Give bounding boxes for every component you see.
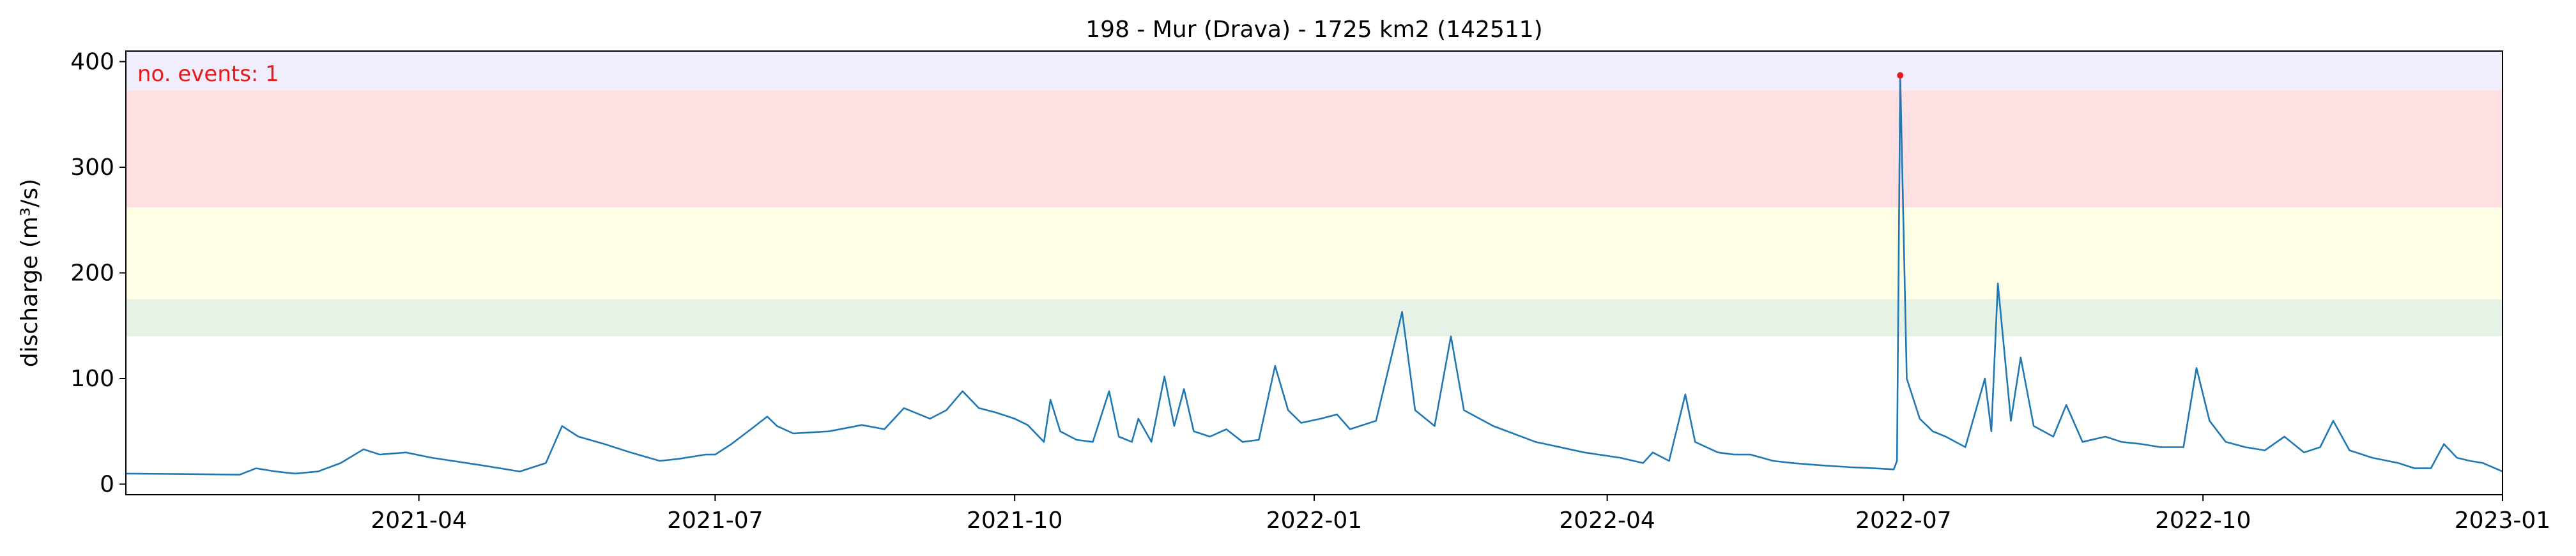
x-tick-label: 2021-07 <box>667 507 763 534</box>
threshold-bands <box>126 51 2503 336</box>
threshold-band <box>126 299 2503 336</box>
y-axis-label: discharge (m³/s) <box>17 179 43 367</box>
discharge-line <box>125 74 2503 476</box>
x-tick-label: 2021-10 <box>967 507 1062 534</box>
threshold-band <box>126 51 2503 91</box>
threshold-band <box>126 90 2503 207</box>
event-markers <box>1897 72 1904 79</box>
series-layer <box>125 74 2503 476</box>
x-axis: 2021-04 2021-07 2021-10 2022-01 2022-04 2022-… <box>371 495 2550 534</box>
x-tick-label: 2023-01 <box>2455 507 2550 534</box>
x-tick-label: 2021-04 <box>371 507 466 534</box>
x-tick-label: 2022-01 <box>1266 507 1362 534</box>
x-tick-label: 2022-07 <box>1855 507 1951 534</box>
y-tick-label: 200 <box>70 260 114 287</box>
threshold-band <box>126 207 2503 299</box>
y-tick-label: 400 <box>70 49 114 75</box>
x-tick-label: 2022-04 <box>1559 507 1655 534</box>
y-tick-label: 100 <box>70 366 114 392</box>
event-marker <box>1897 72 1904 79</box>
y-tick-label: 0 <box>100 471 114 497</box>
chart-title: 198 - Mur (Drava) - 1725 km2 (142511) <box>1085 17 1542 43</box>
x-tick-label: 2022-10 <box>2155 507 2251 534</box>
y-tick-label: 300 <box>70 154 114 181</box>
events-annotation: no. events: 1 <box>137 61 279 87</box>
y-axis: 0 100 200 300 400 <box>70 49 126 497</box>
